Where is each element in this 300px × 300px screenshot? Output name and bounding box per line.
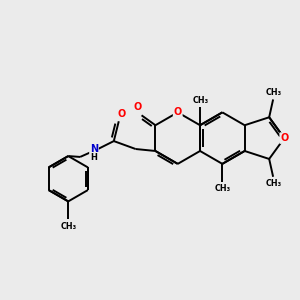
Text: CH₃: CH₃	[266, 88, 282, 97]
Text: O: O	[280, 133, 288, 143]
Text: H: H	[91, 153, 98, 162]
Text: N: N	[90, 144, 98, 154]
Text: O: O	[134, 102, 142, 112]
Text: O: O	[118, 109, 126, 119]
Text: CH₃: CH₃	[266, 179, 282, 188]
Text: CH₃: CH₃	[193, 96, 209, 105]
Text: CH₃: CH₃	[214, 184, 230, 193]
Text: CH₃: CH₃	[60, 222, 76, 231]
Text: O: O	[174, 107, 182, 117]
